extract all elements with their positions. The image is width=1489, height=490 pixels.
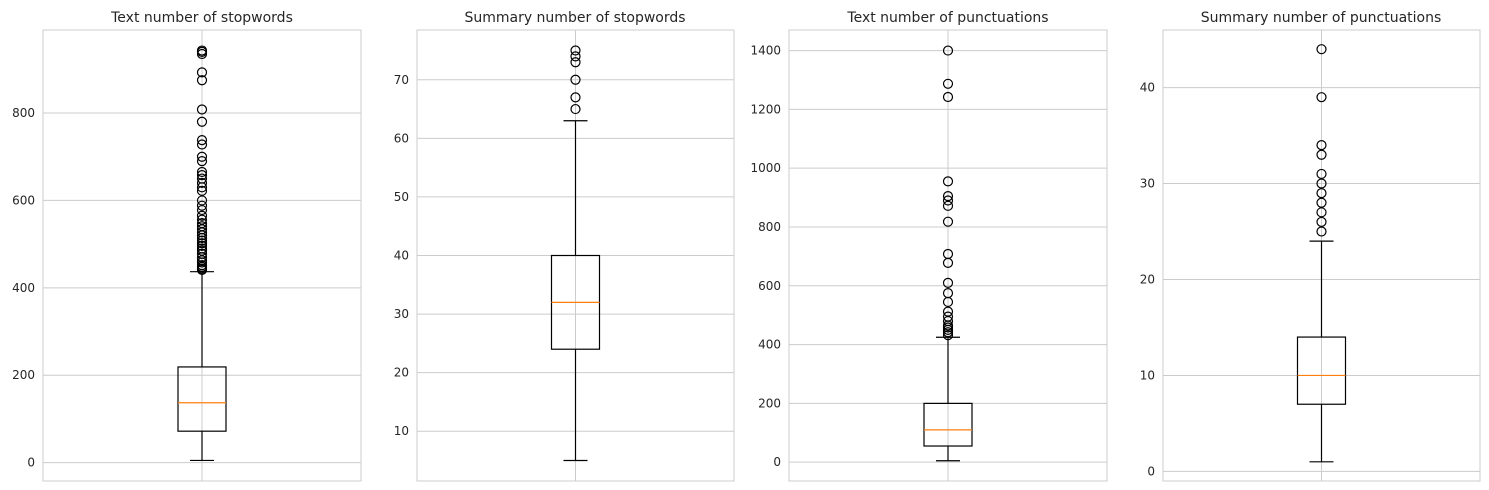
iqr-box [923,402,973,447]
outlier-point [196,67,208,78]
y-tick-label: 0 [773,455,781,469]
y-tick-label: 1000 [750,161,781,175]
outlier-point [1316,168,1327,180]
outlier-point [570,103,581,115]
outlier-point [196,75,208,86]
iqr-box [1296,336,1347,405]
y-tick-label: 20 [394,366,409,380]
y-tick-label: 800 [758,220,781,234]
axes-frame [416,29,735,482]
y-tick-label: 10 [394,424,409,438]
outlier-point [942,330,954,341]
y-tick-label: 600 [758,279,781,293]
subplot-summary-stopwords: Summary number of stopwords 10 20 30 40 50 60… [394,10,735,482]
outlier-point [942,306,954,317]
y-tick-label: 40 [1140,81,1155,95]
outlier-point [196,139,208,150]
y-tick-label: 70 [394,73,409,87]
outlier-point [196,218,208,229]
outlier-point [196,104,208,115]
outlier-point [942,277,954,288]
axes-frame [1162,29,1481,482]
y-tick-label: 40 [394,249,409,263]
y-tick-label: 0 [27,456,35,470]
y-tick-label: 0 [1147,464,1155,478]
outlier-point [1316,140,1327,151]
outlier-point [196,238,208,249]
outlier-point [196,166,208,178]
y-tick-label: 400 [758,338,781,352]
y-tick-label: 200 [758,396,781,410]
outlier-point [196,255,208,266]
outlier-point [942,91,954,103]
outlier-point [942,248,954,260]
outlier-point [196,260,208,271]
outlier-point [196,45,208,56]
outlier-point [196,135,208,146]
subplot-title: Summary number of stopwords [464,10,685,26]
y-tick-label: 30 [1140,177,1155,191]
y-tick-label: 50 [394,190,409,204]
outlier-point [1316,92,1327,103]
outlier-point [942,200,954,211]
outlier-point [196,235,208,246]
outlier-point [942,288,954,299]
outlier-point [196,151,208,162]
y-tick-label: 200 [12,368,35,382]
outlier-point [942,78,954,89]
outlier-point [570,45,581,56]
outlier-point [570,51,581,62]
outlier-point [942,191,954,202]
axes-frame [788,29,1108,482]
outlier-point [196,224,208,235]
subplot-text-stopwords: Text number of stopwords 0 200 400 600 800 [12,10,362,482]
outlier-point [196,195,208,206]
outlier-point [196,248,208,259]
outlier-point [196,204,208,216]
outlier-point [942,311,954,322]
y-tick-label: 600 [12,193,35,207]
y-tick-label: 800 [12,106,35,120]
outlier-point [942,216,954,227]
outlier-point [196,214,208,225]
subplot-text-punctuations: Text number of punctuations 0 200 400 600 80… [750,10,1108,482]
outlier-point [196,177,208,189]
outlier-point [570,57,581,68]
y-tick-label: 30 [394,307,409,321]
outlier-point [196,200,208,211]
outlier-point [570,92,581,103]
outlier-point [942,45,954,56]
outlier-point [196,156,208,167]
outlier-point [196,173,208,184]
outlier-point [196,185,208,196]
outlier-point [1316,44,1327,55]
subplot-title: Text number of stopwords [110,10,293,26]
axes-frame [42,29,362,482]
outlier-point [196,116,208,127]
subplot-title: Summary number of punctuations [1201,10,1442,26]
y-tick-label: 60 [394,131,409,145]
y-tick-label: 10 [1140,368,1155,382]
y-tick-label: 1200 [750,102,781,116]
y-tick-label: 20 [1140,272,1155,286]
subplot-title: Text number of punctuations [846,10,1048,26]
outlier-point [196,169,208,181]
outlier-point [196,243,208,254]
outlier-point [196,221,208,232]
outlier-point [570,74,581,85]
y-tick-label: 1400 [750,44,781,58]
outlier-point [196,240,208,251]
iqr-box [177,366,227,432]
subplot-summary-punctuations: Summary number of punctuations 0 10 20 30 40 [1140,10,1481,482]
outlier-point [942,176,954,187]
outlier-point [942,195,954,206]
y-tick-label: 400 [12,281,35,295]
outlier-point [196,210,208,221]
